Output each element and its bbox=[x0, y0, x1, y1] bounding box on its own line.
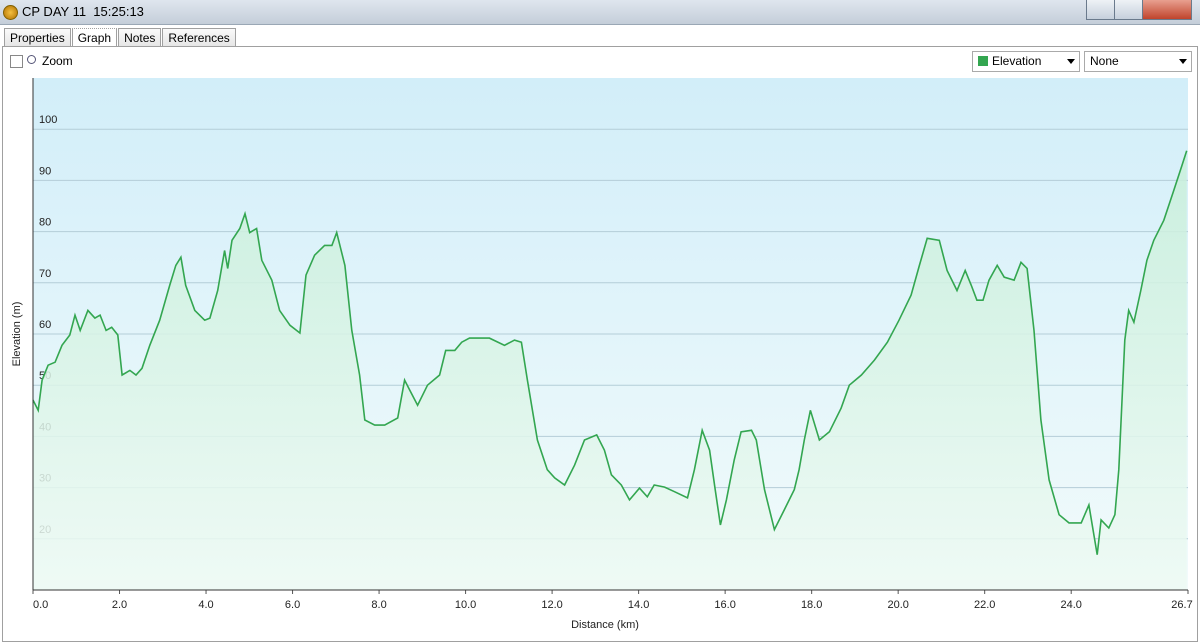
zoom-icon bbox=[27, 55, 36, 64]
tab[interactable]: References bbox=[162, 28, 236, 46]
second-select[interactable]: None bbox=[1084, 51, 1192, 72]
x-tick-label: 26.7 bbox=[1171, 599, 1192, 611]
x-tick-label: 12.0 bbox=[541, 599, 562, 611]
close-button[interactable] bbox=[1142, 0, 1192, 20]
x-tick-label: 4.0 bbox=[198, 599, 213, 611]
x-tick-label: 0.0 bbox=[33, 599, 48, 611]
tab[interactable]: Properties bbox=[4, 28, 71, 46]
y-tick-label: 70 bbox=[39, 268, 51, 280]
x-axis-label: Distance (km) bbox=[571, 619, 639, 631]
zoom-label: Zoom bbox=[42, 54, 73, 68]
zoom-checkbox[interactable] bbox=[10, 55, 23, 68]
x-tick-label: 8.0 bbox=[371, 599, 386, 611]
y-tick-label: 60 bbox=[39, 319, 51, 331]
tab[interactable]: Graph bbox=[71, 28, 118, 46]
tab-strip: Properties Graph Notes References bbox=[4, 28, 237, 46]
x-tick-label: 18.0 bbox=[801, 599, 822, 611]
y-tick-label: 80 bbox=[39, 217, 51, 229]
y-tick-label: 100 bbox=[39, 114, 57, 126]
title-bar: CP DAY 11 15:25:13 bbox=[0, 0, 1200, 25]
x-tick-label: 10.0 bbox=[455, 599, 476, 611]
panel bbox=[2, 46, 1198, 642]
x-tick-label: 14.0 bbox=[628, 599, 649, 611]
legend-label: Elevation bbox=[992, 54, 1042, 68]
window-title: CP DAY 11 15:25:13 bbox=[22, 4, 144, 19]
x-tick-label: 6.0 bbox=[285, 599, 300, 611]
legend-swatch bbox=[978, 56, 988, 66]
x-tick-label: 2.0 bbox=[112, 599, 127, 611]
area bbox=[33, 150, 1187, 590]
select-label: None bbox=[1090, 54, 1119, 68]
line bbox=[32, 150, 1188, 555]
x-tick-label: 20.0 bbox=[887, 599, 908, 611]
x-tick-label: 22.0 bbox=[974, 599, 995, 611]
series-select[interactable]: Elevation bbox=[972, 51, 1080, 72]
tab[interactable]: Notes bbox=[118, 28, 162, 46]
y-tick-label: 90 bbox=[39, 165, 51, 177]
x-tick-label: 24.0 bbox=[1060, 599, 1081, 611]
y-axis-label: Elevation (m) bbox=[11, 302, 23, 367]
x-tick-label: 16.0 bbox=[714, 599, 735, 611]
app-icon bbox=[3, 5, 18, 20]
